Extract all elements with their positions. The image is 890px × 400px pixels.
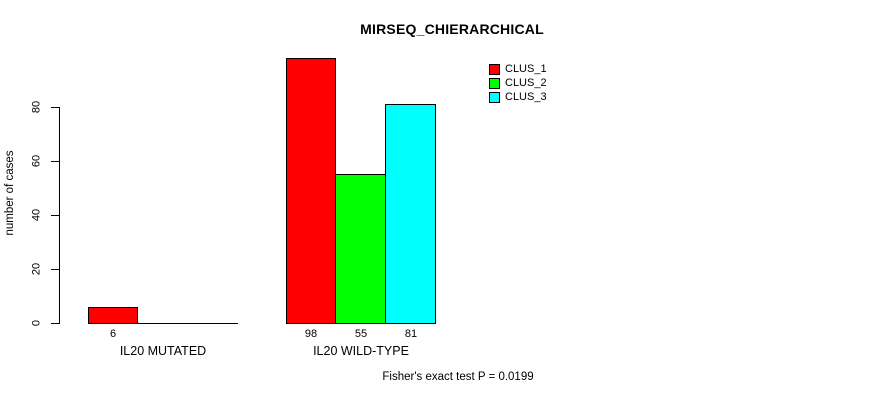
y-tick-mark [51, 107, 59, 108]
bar-clus_1-group1 [88, 307, 138, 324]
category-label: IL20 MUTATED [119, 344, 207, 358]
zero-bar-clus_2-group1 [137, 323, 188, 324]
bar-value-label: 6 [109, 328, 117, 340]
y-tick-label: 0 [30, 319, 43, 327]
bar-value-label: 98 [304, 328, 318, 340]
bar-clus_1-group2 [286, 58, 336, 324]
y-axis-label: number of cases [4, 150, 16, 236]
legend-label: CLUS_1 [505, 62, 547, 75]
legend: CLUS_1 CLUS_2 CLUS_3 [489, 62, 547, 104]
y-tick-label: 40 [30, 208, 43, 222]
y-tick-label: 60 [30, 154, 43, 168]
bar-value-label: 55 [354, 328, 368, 340]
legend-item-clus_3: CLUS_3 [489, 90, 547, 104]
zero-bar-clus_3-group1 [187, 323, 238, 324]
legend-item-clus_1: CLUS_1 [489, 62, 547, 76]
y-tick-label: 20 [30, 262, 43, 276]
category-label: IL20 WILD-TYPE [313, 344, 409, 358]
legend-swatch-clus_1 [489, 63, 500, 75]
y-tick-mark [51, 323, 59, 324]
y-tick-mark [51, 269, 59, 270]
bar-clus_2-group2 [335, 174, 386, 324]
y-tick-label: 80 [30, 100, 43, 114]
y-tick-mark [51, 161, 59, 162]
bar-value-label: 81 [404, 328, 418, 340]
footer-annotation: Fisher's exact test P = 0.0199 [382, 371, 534, 383]
legend-item-clus_2: CLUS_2 [489, 76, 547, 90]
y-axis-line [59, 107, 60, 324]
bar-clus_3-group2 [385, 104, 436, 324]
legend-swatch-clus_2 [489, 77, 500, 89]
chart-title: MIRSEQ_CHIERARCHICAL [360, 21, 544, 37]
legend-label: CLUS_3 [505, 90, 547, 103]
y-tick-mark [51, 215, 59, 216]
legend-label: CLUS_2 [505, 76, 547, 89]
legend-swatch-clus_3 [489, 91, 500, 103]
